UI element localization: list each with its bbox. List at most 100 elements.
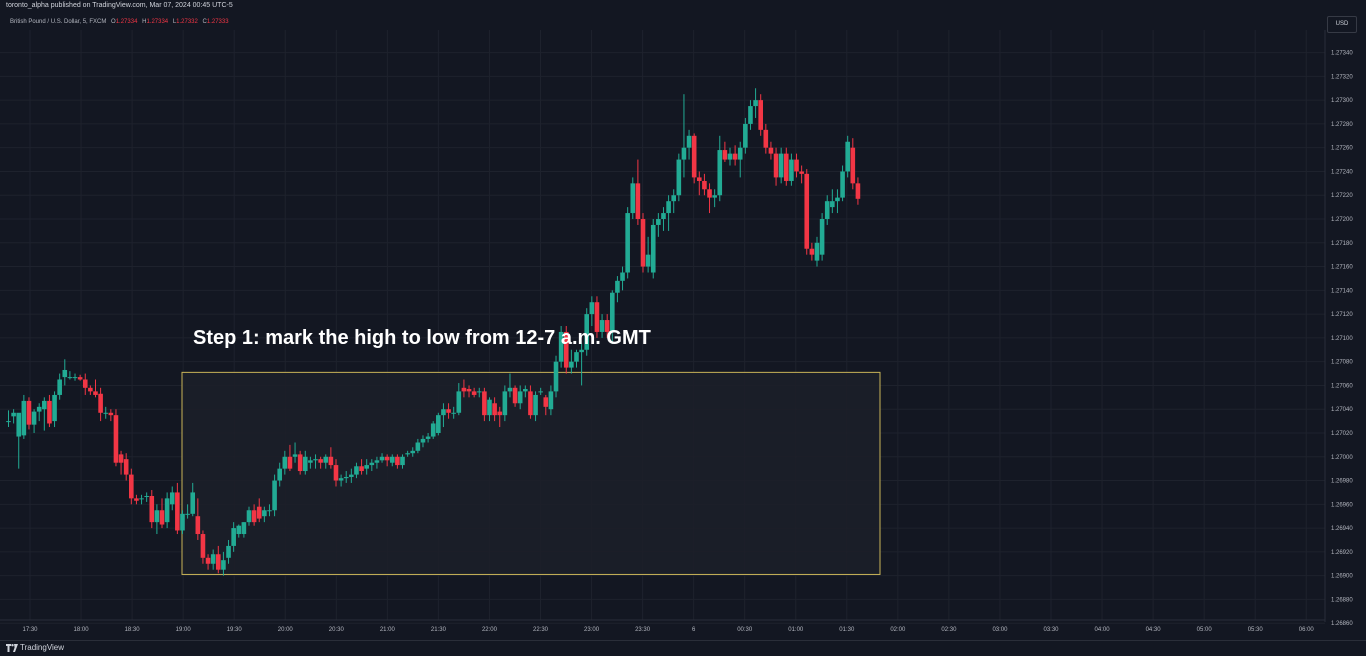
candle (589, 296, 595, 326)
candle (21, 394, 27, 439)
candle-body (748, 106, 753, 124)
candle (52, 391, 57, 428)
candle (57, 373, 62, 400)
currency-button[interactable]: USD (1327, 16, 1357, 33)
candle-body (164, 498, 170, 523)
price-tick-label: 1.27340 (1331, 51, 1353, 57)
time-tick-label: 21:30 (431, 627, 447, 633)
time-tick-label: 00:30 (737, 627, 753, 633)
candle-body (773, 153, 779, 178)
candle (625, 207, 630, 279)
candle-body (615, 280, 620, 293)
candle (799, 165, 804, 184)
candle (543, 394, 549, 416)
candle (246, 506, 252, 526)
candle-body (302, 456, 308, 472)
candle (635, 159, 641, 225)
candle (297, 450, 303, 475)
candle-body (799, 171, 804, 174)
candle-body (159, 510, 165, 525)
candle (384, 454, 390, 467)
candle-body (824, 201, 830, 220)
candle-body (707, 189, 712, 198)
candle-body (727, 153, 733, 160)
candle (804, 169, 810, 255)
candle-body (118, 454, 124, 463)
candle (175, 482, 180, 535)
candle-body (691, 135, 697, 178)
candle-body (221, 560, 226, 570)
candle-body (267, 510, 272, 512)
candle-body (446, 409, 451, 413)
candle (604, 314, 610, 338)
candle (221, 551, 226, 576)
candle-body (277, 468, 283, 481)
candle-body (62, 369, 68, 378)
candle-body (98, 393, 103, 413)
candle (476, 387, 482, 398)
candle-body (436, 415, 441, 433)
time-tick-label: 22:00 (482, 627, 498, 633)
candle (482, 387, 487, 422)
candle (640, 213, 646, 273)
candle (748, 100, 753, 130)
candle-body (134, 498, 139, 501)
candle (420, 435, 426, 448)
candle-body (855, 183, 861, 199)
price-tick-label: 1.27160 (1331, 265, 1353, 271)
candle (308, 456, 313, 469)
candle-body (369, 462, 375, 466)
candle (789, 153, 794, 186)
candle-body (144, 495, 149, 497)
candle-body (231, 528, 236, 546)
candle-body (456, 391, 462, 413)
price-chart[interactable]: 1.27340 1.27320 1.27300 1.27280 1.27260 1.272… (0, 0, 1366, 640)
price-tick-label: 1.27020 (1331, 431, 1353, 437)
candle (134, 494, 139, 505)
candle (190, 482, 196, 517)
candle-body (569, 361, 574, 368)
candle (144, 492, 149, 502)
ohlc-close-value: 1.27333 (206, 19, 229, 25)
candle-body (819, 219, 825, 255)
ohlc-high-label: H (142, 19, 147, 25)
tradingview-logo[interactable]: TradingView (6, 643, 64, 652)
candle-body (543, 397, 549, 407)
candle (313, 454, 318, 469)
candle-body (466, 389, 472, 392)
candle-body (512, 387, 518, 404)
candle (569, 349, 574, 374)
candle-body (712, 195, 717, 198)
candle-body (395, 456, 400, 466)
time-tick-label: 6 (692, 627, 696, 633)
candle-body (195, 516, 201, 535)
candle (262, 506, 267, 523)
candle-body (57, 379, 62, 395)
candle (840, 165, 845, 202)
candle (272, 474, 277, 517)
candle (277, 462, 283, 487)
candle-body (814, 242, 820, 261)
candle (656, 213, 661, 237)
candle (594, 296, 600, 338)
candle-body (722, 150, 728, 160)
price-tick-label: 1.27200 (1331, 217, 1353, 223)
candle-body (441, 409, 446, 416)
time-tick-label: 05:30 (1248, 627, 1264, 633)
candle (6, 410, 11, 428)
candle-body (610, 292, 615, 332)
price-tick-label: 1.27040 (1331, 407, 1353, 413)
price-tick-label: 1.27060 (1331, 383, 1353, 389)
time-tick-label: 21:00 (380, 627, 396, 633)
candle (323, 454, 329, 469)
candle-body (558, 331, 564, 362)
candle (584, 308, 590, 356)
price-tick-label: 1.27100 (1331, 336, 1353, 342)
candle (374, 456, 380, 469)
candle (185, 504, 190, 519)
candle-body (640, 219, 646, 267)
candle (77, 374, 83, 381)
candle-body (415, 442, 421, 451)
candle-body (717, 150, 723, 196)
candle (487, 397, 492, 422)
